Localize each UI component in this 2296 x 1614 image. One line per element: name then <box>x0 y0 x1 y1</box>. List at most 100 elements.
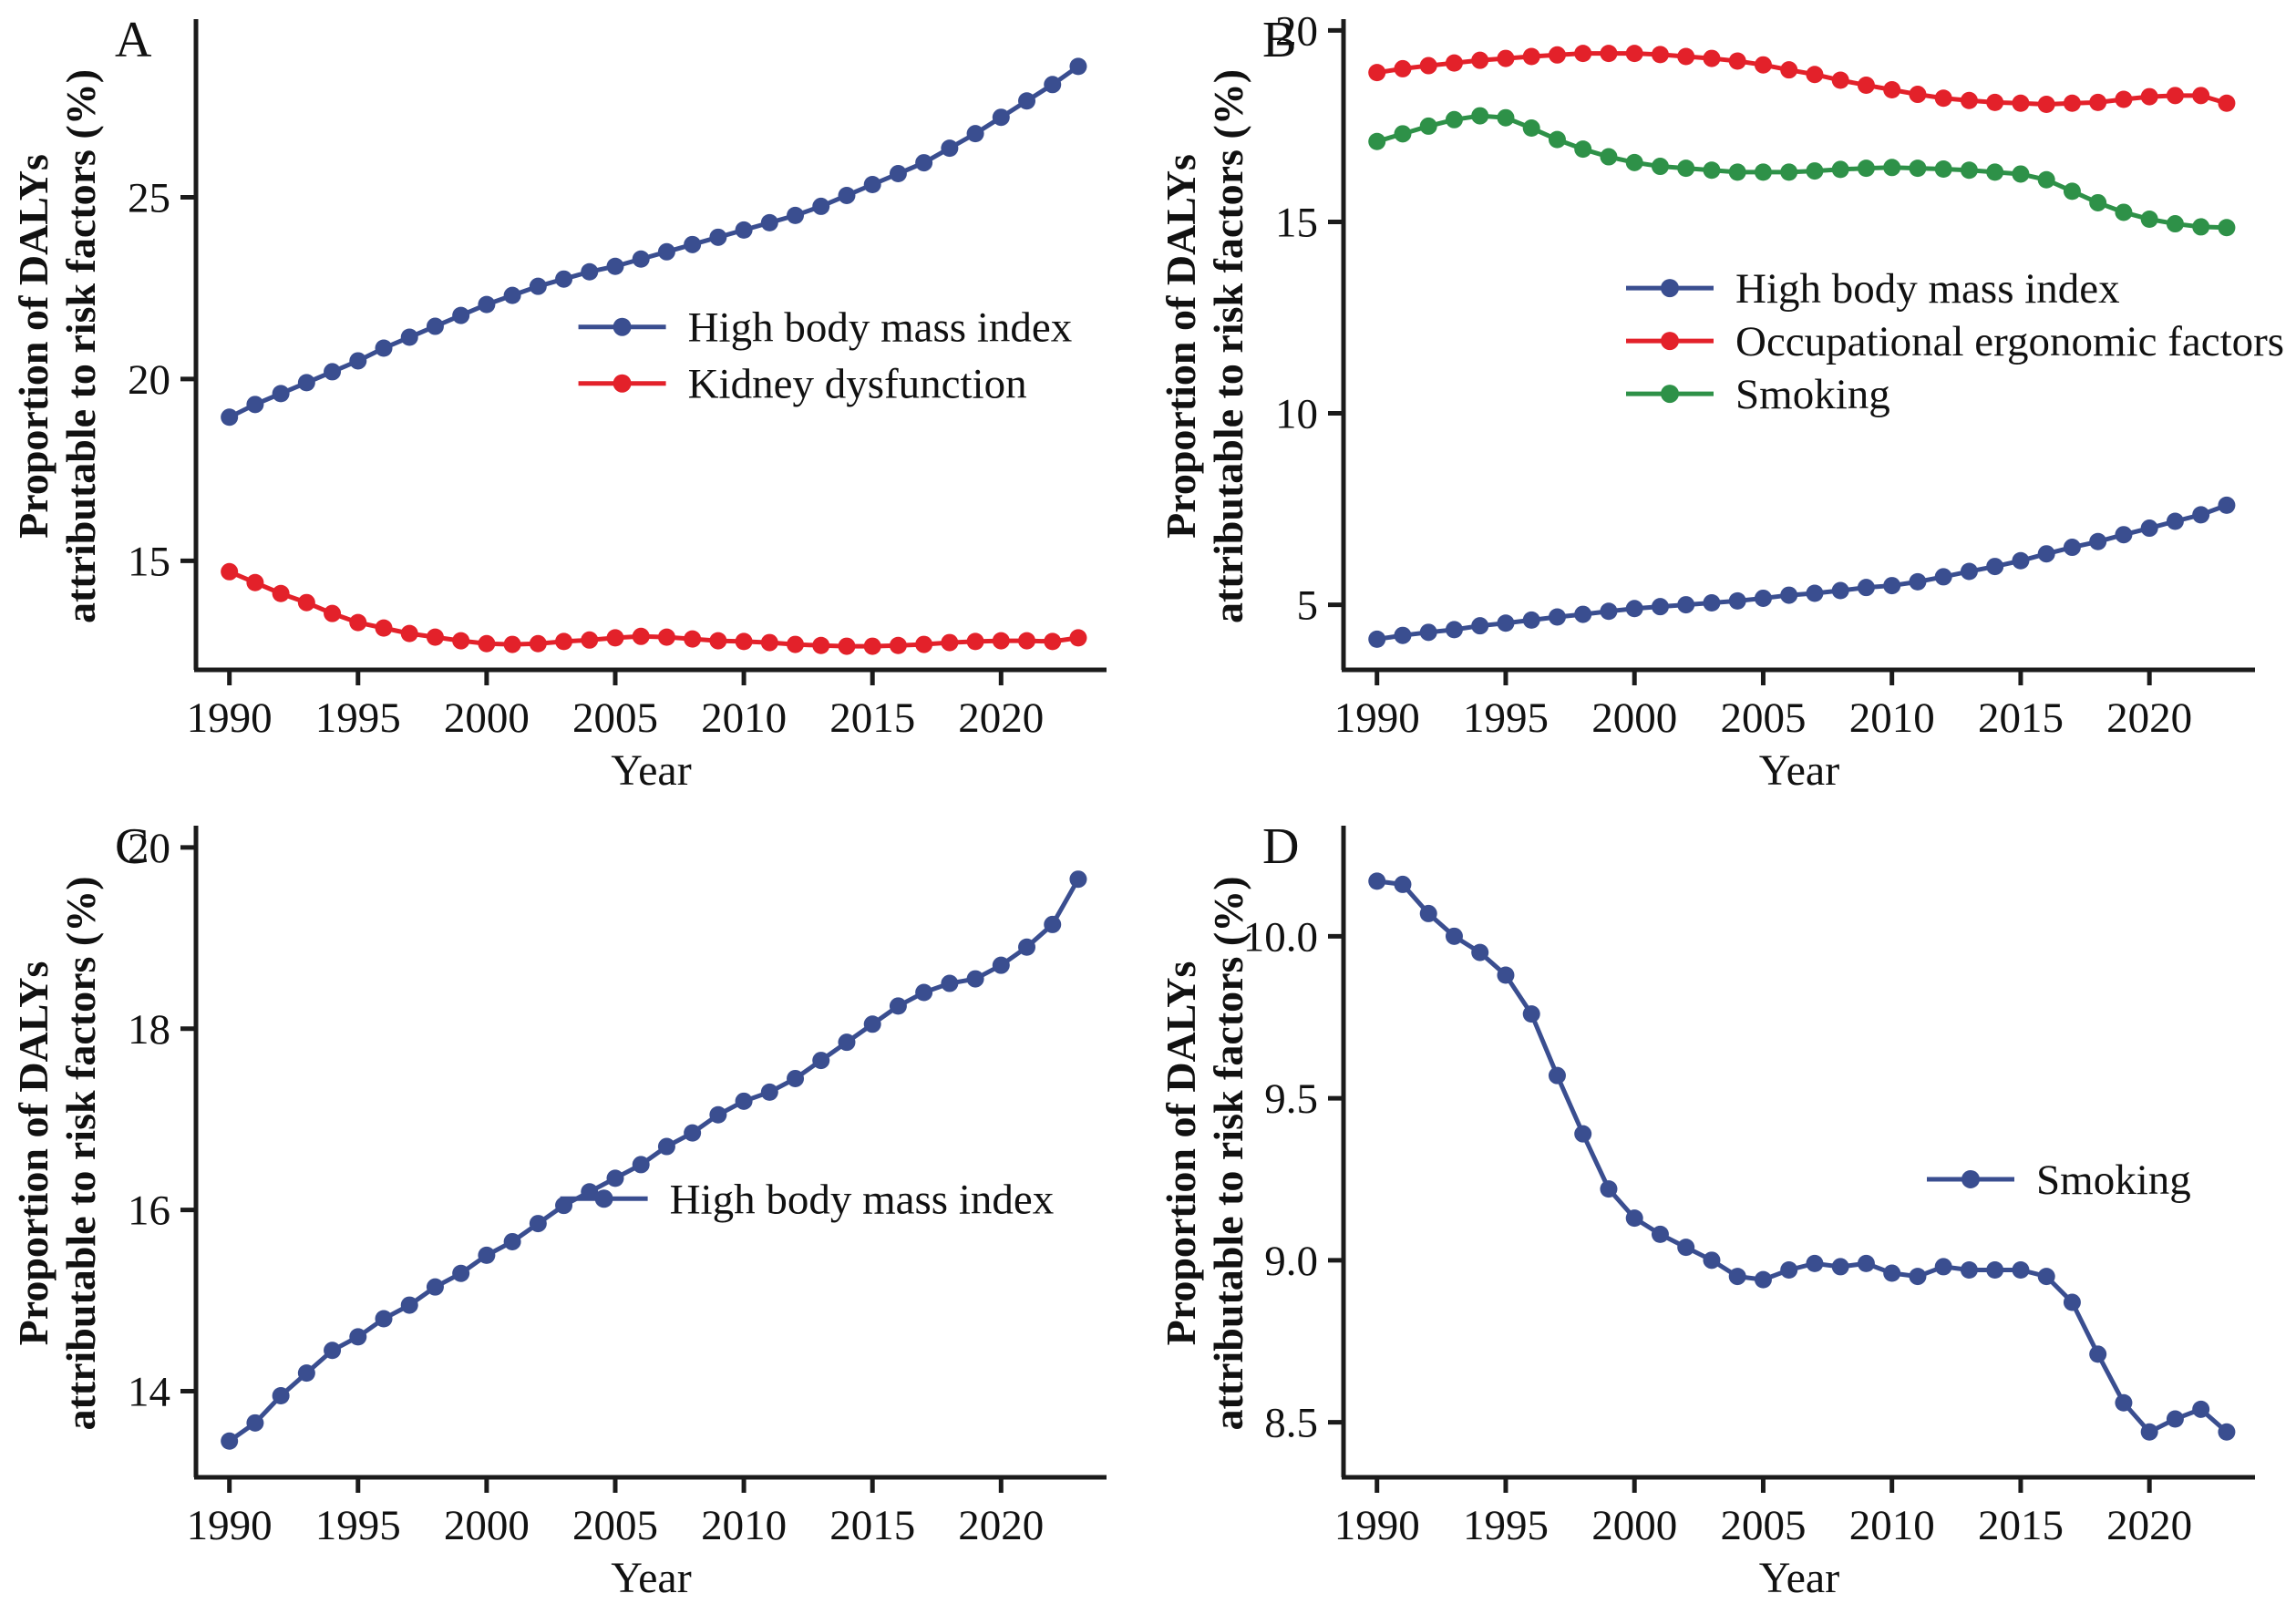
x-tick-label: 2010 <box>701 694 787 742</box>
series-kidney-dysfunction-point <box>324 604 342 622</box>
series-high-body-mass-index-line <box>228 64 1080 420</box>
series-kidney-dysfunction-point <box>1044 632 1062 651</box>
series-high-body-mass-index-point <box>1806 584 1824 602</box>
series-smoking-point <box>2037 1268 2055 1286</box>
series-high-body-mass-index-point <box>915 154 933 172</box>
series-smoking-point <box>1831 1258 1849 1276</box>
x-tick-label: 2010 <box>701 1502 787 1549</box>
series-occupational-ergonomic-factors-point <box>2140 87 2158 106</box>
series-smoking-point <box>2012 165 2030 183</box>
series-smoking-point <box>1780 1260 1798 1279</box>
series-smoking-point <box>1471 943 1489 961</box>
series-high-body-mass-index-point <box>1368 630 1386 648</box>
series-high-body-mass-index-point <box>1069 870 1087 889</box>
series-occupational-ergonomic-factors-point <box>1497 49 1515 67</box>
series-high-body-mass-index-point <box>1857 579 1875 597</box>
series-smoking-point <box>2192 1400 2210 1418</box>
series-smoking-point <box>1934 159 1952 178</box>
y-tick-label: 5 <box>1297 582 1319 630</box>
series-smoking-point <box>1522 1005 1540 1023</box>
legend: Smoking <box>1927 1157 2191 1204</box>
series-smoking-point <box>2063 1293 2081 1311</box>
series-smoking-point <box>1394 125 1412 143</box>
x-tick-label: 1995 <box>315 694 401 742</box>
y-tick-label: 14 <box>128 1369 170 1416</box>
series-high-body-mass-index-point <box>478 295 496 314</box>
series-high-body-mass-index-point <box>915 983 933 1002</box>
series-smoking-point <box>2140 1423 2158 1441</box>
x-tick-label: 2005 <box>572 1502 658 1549</box>
x-tick-label: 2005 <box>1720 1502 1806 1549</box>
series-smoking-point <box>2115 203 2133 221</box>
series-smoking-point <box>1754 163 1772 181</box>
legend-label: Kidney dysfunction <box>688 361 1027 408</box>
axes: 1990 1995 2000 2005 2010 2015 2020 15 20 25 <box>128 19 1107 742</box>
series-high-body-mass-index-point <box>503 286 521 304</box>
series-high-body-mass-index-point <box>684 1124 702 1142</box>
series-smoking-point <box>1625 153 1643 171</box>
series-smoking-point <box>1883 1264 1901 1282</box>
series-high-body-mass-index-point <box>426 1278 444 1296</box>
series-occupational-ergonomic-factors-point <box>1574 45 1592 63</box>
series-high-body-mass-index-point <box>735 221 753 239</box>
legend: High body mass index Occupational ergonom… <box>1626 265 2284 418</box>
legend-dot-icon <box>594 1189 613 1208</box>
series-kidney-dysfunction-point <box>1018 632 1036 650</box>
series-smoking-point <box>1857 159 1875 178</box>
series-high-body-mass-index-point <box>1044 915 1062 933</box>
series-high-body-mass-index-point <box>2166 512 2184 530</box>
series-smoking-point <box>1368 872 1386 890</box>
series-high-body-mass-index-point <box>606 1169 624 1187</box>
series-high-body-mass-index-point <box>297 374 315 392</box>
x-tick-label: 2000 <box>1591 1502 1677 1549</box>
series-smoking-point <box>1419 117 1437 135</box>
series-kidney-dysfunction-point <box>555 632 573 651</box>
series-smoking-line <box>1376 879 2229 1435</box>
series-kidney-dysfunction-line <box>228 570 1079 649</box>
series-smoking-point <box>1548 1066 1566 1085</box>
series-high-body-mass-index-point <box>889 997 907 1015</box>
y-axis-title: Proportion of DALYsattributable to risk … <box>1158 876 1251 1430</box>
series-kidney-dysfunction-point <box>760 633 778 652</box>
series-kidney-dysfunction-point <box>529 634 547 653</box>
series-smoking-point <box>2192 218 2210 236</box>
series-high-body-mass-index-point <box>992 956 1010 974</box>
series-kidney-dysfunction-point <box>297 593 315 612</box>
series-occupational-ergonomic-factors-point <box>2037 95 2055 113</box>
series-occupational-ergonomic-factors-point <box>2192 87 2210 105</box>
x-tick-label: 2005 <box>1720 694 1806 742</box>
series-occupational-ergonomic-factors-point <box>1883 81 1901 99</box>
panel-C: 1990 1995 2000 2005 2010 2015 2020 14 16 18 20 Year… <box>0 807 1148 1614</box>
axes: 1990 1995 2000 2005 2010 2015 2020 8.5 9.0 9.5 10.… <box>1243 826 2255 1549</box>
series-high-body-mass-index <box>221 870 1087 1450</box>
series-high-body-mass-index-point <box>812 197 830 215</box>
series-kidney-dysfunction-point <box>966 632 984 651</box>
series-high-body-mass-index-point <box>324 1342 342 1360</box>
y-tick-label: 15 <box>1275 199 1318 246</box>
series-smoking-point <box>2166 1410 2184 1428</box>
series-high-body-mass-index-point <box>787 206 805 224</box>
x-tick-label: 2010 <box>1849 1502 1935 1549</box>
y-tick-label: 20 <box>1275 7 1318 55</box>
series-smoking-point <box>2037 170 2055 189</box>
series-high-body-mass-index <box>221 57 1087 427</box>
panel-letter-A: A <box>115 12 152 68</box>
series-smoking-point <box>1368 132 1386 150</box>
chart-panel-C: 1990 1995 2000 2005 2010 2015 2020 14 16 18 20 Year… <box>10 818 1107 1602</box>
series-high-body-mass-index-point <box>2115 526 2133 544</box>
series-smoking-point <box>1497 108 1515 127</box>
y-tick-label: 9.5 <box>1264 1075 1318 1123</box>
series-high-body-mass-index-point <box>272 1387 290 1405</box>
y-tick-label: 8.5 <box>1264 1400 1318 1447</box>
legend-label: Smoking <box>2036 1157 2191 1204</box>
series-occupational-ergonomic-factors-point <box>1909 86 1927 104</box>
series-smoking-point <box>1600 148 1618 166</box>
chart-panel-B: 1990 1995 2000 2005 2010 2015 2020 5 10 15 20 Year P… <box>1158 7 2284 795</box>
series-high-body-mass-index-point <box>632 250 650 268</box>
series-high-body-mass-index-point <box>400 328 418 346</box>
series-kidney-dysfunction <box>221 562 1087 655</box>
y-tick-label: 15 <box>128 538 170 585</box>
series-high-body-mass-index-point <box>1677 596 1695 614</box>
series-smoking-point <box>2089 1345 2107 1363</box>
series-high-body-mass-index-point <box>1394 626 1412 644</box>
